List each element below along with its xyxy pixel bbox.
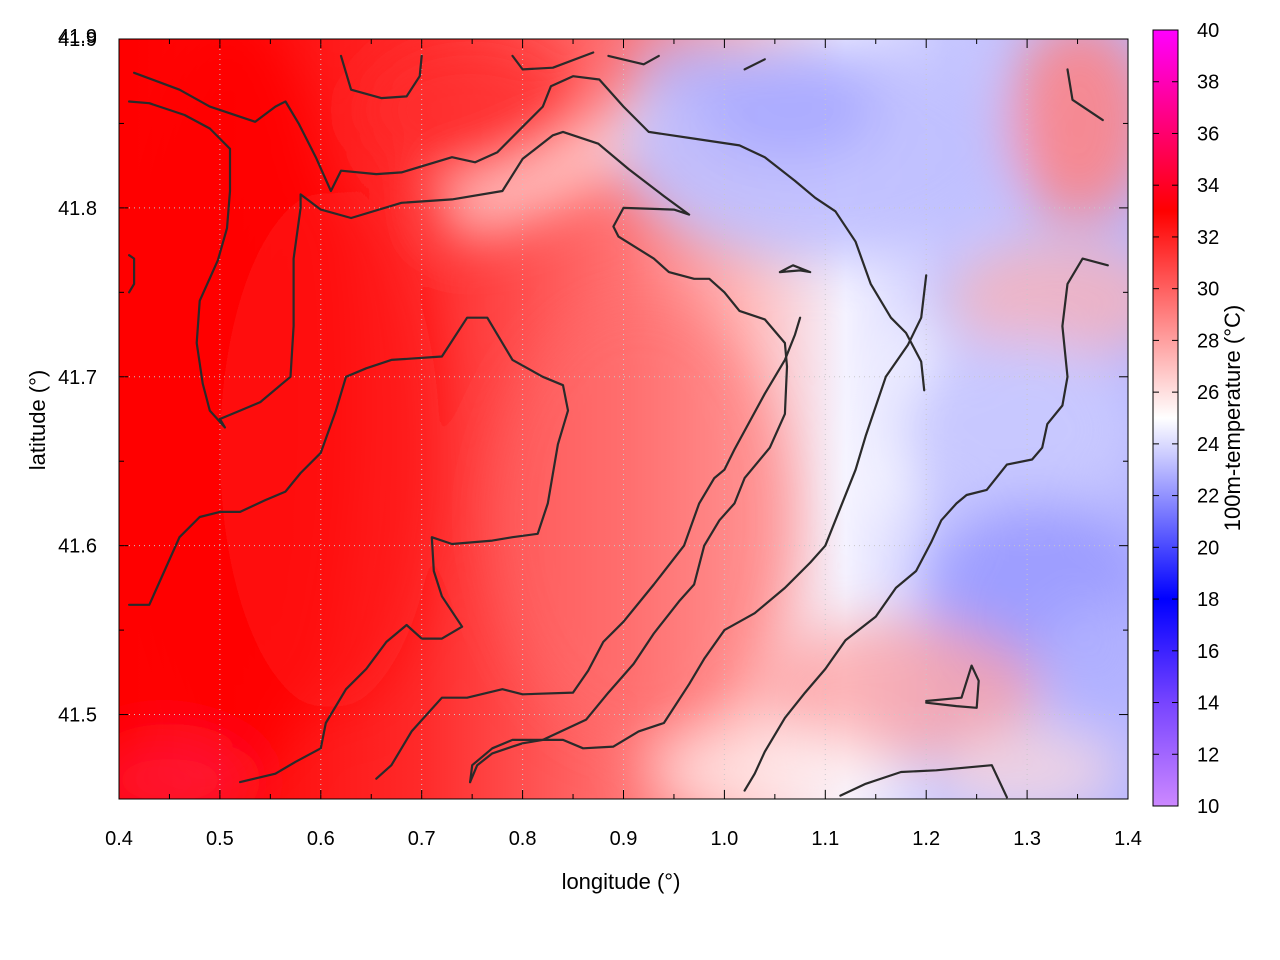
contour-line — [839, 764, 1008, 799]
contour-line — [607, 54, 660, 66]
colorbar-gradient — [1152, 29, 1179, 807]
colorbar-tick-label: 18 — [1197, 589, 1219, 611]
contour-line — [743, 58, 766, 71]
x-tick-label: 1.0 — [710, 828, 738, 850]
colorbar-tick-labels: 10 12 14 16 18 20 22 24 26 28 30 32 34 36 38 40 — [1197, 20, 1219, 818]
contour-line — [128, 100, 789, 784]
x-tick-label: 0.9 — [610, 828, 638, 850]
contour-line — [743, 257, 1109, 792]
colorbar-title: 100m-temperature (°C) — [1220, 305, 1245, 531]
colorbar-tick-label: 34 — [1197, 175, 1219, 197]
contour-line — [128, 316, 570, 784]
colorbar-ticks — [1153, 29, 1178, 807]
x-tick-label: 0.5 — [206, 828, 234, 850]
axis-ticks — [118, 38, 1129, 799]
y-tick-label: 41.9 — [58, 26, 97, 48]
contour-line — [778, 264, 812, 274]
contour-line — [925, 664, 980, 709]
colorbar-tick-label: 22 — [1197, 486, 1219, 508]
x-tick-label: 1.1 — [811, 828, 839, 850]
contour-line — [1066, 68, 1104, 122]
y-tick-label: 41.8 — [58, 198, 97, 220]
colorbar-tick-label: 28 — [1197, 330, 1219, 352]
y-tick-label: 41.9 — [58, 29, 97, 51]
colorbar-tick-label: 36 — [1197, 123, 1219, 145]
colorbar-tick-label: 30 — [1197, 279, 1219, 301]
colorbar-tick-label: 12 — [1197, 744, 1219, 766]
colorbar-tick-label: 16 — [1197, 641, 1219, 663]
contour-line — [339, 54, 423, 100]
colorbar-tick-label: 26 — [1197, 382, 1219, 404]
x-tick-label: 0.7 — [408, 828, 436, 850]
y-axis-title: latitude (°) — [25, 370, 50, 471]
x-tick-label: 1.4 — [1114, 828, 1142, 850]
contour-line — [469, 274, 928, 784]
x-tick-label: 0.6 — [307, 828, 335, 850]
contour-line — [128, 254, 136, 294]
contour-lines — [128, 51, 1109, 799]
contour-line — [133, 71, 926, 392]
colorbar-tick-label: 38 — [1197, 72, 1219, 94]
x-tick-label: 1.2 — [912, 828, 940, 850]
contour-line — [511, 51, 595, 71]
colorbar-tick-label: 10 — [1197, 796, 1219, 818]
temperature-heatmap — [119, 39, 1128, 799]
contour-line — [375, 316, 802, 780]
colorbar-tick-label: 24 — [1197, 434, 1219, 456]
x-tick-label: 0.4 — [105, 828, 133, 850]
x-axis-title: longitude (°) — [562, 869, 681, 894]
y-tick-label: 41.5 — [58, 705, 97, 727]
colorbar-tick-label: 14 — [1197, 693, 1219, 715]
x-tick-label: 1.3 — [1013, 828, 1041, 850]
colorbar-tick-label: 40 — [1197, 20, 1219, 42]
colorbar-tick-label: 20 — [1197, 537, 1219, 559]
y-tick-labels: 41.541.641.741.841.941.9 — [58, 26, 97, 727]
x-tick-label: 0.8 — [509, 828, 537, 850]
colorbar: 10 12 14 16 18 20 22 24 26 28 30 32 34 36 38 40 — [1152, 20, 1219, 818]
colorbar-tick-label: 32 — [1197, 227, 1219, 249]
y-tick-label: 41.7 — [58, 367, 97, 389]
y-tick-label: 41.6 — [58, 536, 97, 558]
x-tick-labels: 0.4 0.5 0.6 0.7 0.8 0.9 1.0 1.1 1.2 1.3 1.4 — [105, 828, 1142, 850]
